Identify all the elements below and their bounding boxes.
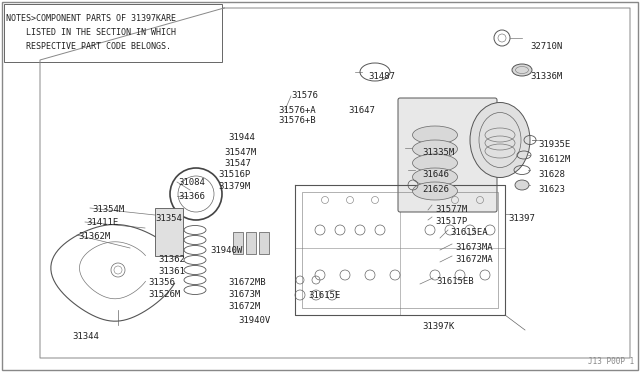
Text: 31672M: 31672M <box>228 302 260 311</box>
Text: 31084: 31084 <box>178 178 205 187</box>
Text: 31646: 31646 <box>422 170 449 179</box>
Text: 31547M: 31547M <box>224 148 256 157</box>
Text: 31576: 31576 <box>291 91 318 100</box>
Text: 31397K: 31397K <box>422 322 454 331</box>
Text: 31672MB: 31672MB <box>228 278 266 287</box>
Text: 31411E: 31411E <box>86 218 118 227</box>
Text: 31628: 31628 <box>538 170 565 179</box>
Text: 31361: 31361 <box>158 267 185 276</box>
Text: 31366: 31366 <box>178 192 205 201</box>
Text: 31672MA: 31672MA <box>455 255 493 264</box>
Ellipse shape <box>413 140 458 158</box>
Text: NOTES>COMPONENT PARTS OF 31397KARE: NOTES>COMPONENT PARTS OF 31397KARE <box>6 14 176 23</box>
Bar <box>302 192 498 308</box>
Text: 31940W: 31940W <box>210 246 243 255</box>
Text: 31335M: 31335M <box>422 148 454 157</box>
Text: 31615EA: 31615EA <box>450 228 488 237</box>
Text: 31673MA: 31673MA <box>455 243 493 252</box>
Ellipse shape <box>413 126 458 144</box>
Text: 31940V: 31940V <box>238 316 270 325</box>
Text: 31547: 31547 <box>224 159 251 168</box>
Bar <box>155 208 183 256</box>
Bar <box>259 232 269 254</box>
Text: RESPECTIVE PART CODE BELONGS.: RESPECTIVE PART CODE BELONGS. <box>6 42 171 51</box>
Text: 31944: 31944 <box>228 133 255 142</box>
Text: 31615EB: 31615EB <box>436 277 474 286</box>
Bar <box>246 232 256 254</box>
Text: 31397: 31397 <box>508 214 535 223</box>
Text: 31354M: 31354M <box>92 205 124 214</box>
FancyBboxPatch shape <box>398 98 497 212</box>
Bar <box>4 4 222 62</box>
Text: 31935E: 31935E <box>538 140 570 149</box>
Text: J13 P00P 1: J13 P00P 1 <box>588 357 634 366</box>
Text: 31615E: 31615E <box>308 291 340 300</box>
Text: 32710N: 32710N <box>530 42 563 51</box>
Text: 31487: 31487 <box>368 72 395 81</box>
Text: 31612M: 31612M <box>538 155 570 164</box>
Bar <box>233 232 243 254</box>
Text: 31379M: 31379M <box>218 182 250 191</box>
Text: 31336M: 31336M <box>530 72 563 81</box>
Ellipse shape <box>413 154 458 172</box>
Text: 31354: 31354 <box>155 214 182 223</box>
Text: 31516P: 31516P <box>218 170 250 179</box>
Text: 21626: 21626 <box>422 185 449 194</box>
Ellipse shape <box>512 64 532 76</box>
Text: 31647: 31647 <box>348 106 375 115</box>
Text: 31362: 31362 <box>158 255 185 264</box>
Text: 31362M: 31362M <box>78 232 110 241</box>
Text: LISTED IN THE SECTION IN WHICH: LISTED IN THE SECTION IN WHICH <box>6 28 176 37</box>
Text: 31673M: 31673M <box>228 290 260 299</box>
Text: 31623: 31623 <box>538 185 565 194</box>
Ellipse shape <box>413 168 458 186</box>
Ellipse shape <box>515 180 529 190</box>
Ellipse shape <box>470 103 530 177</box>
Text: 31576+A: 31576+A <box>278 106 316 115</box>
Text: 31526M: 31526M <box>148 290 180 299</box>
Text: 31344: 31344 <box>72 332 99 341</box>
Text: 31517P: 31517P <box>435 217 467 226</box>
Text: 31577M: 31577M <box>435 205 467 214</box>
Text: 31576+B: 31576+B <box>278 116 316 125</box>
Ellipse shape <box>413 182 458 200</box>
Text: 31356: 31356 <box>148 278 175 287</box>
